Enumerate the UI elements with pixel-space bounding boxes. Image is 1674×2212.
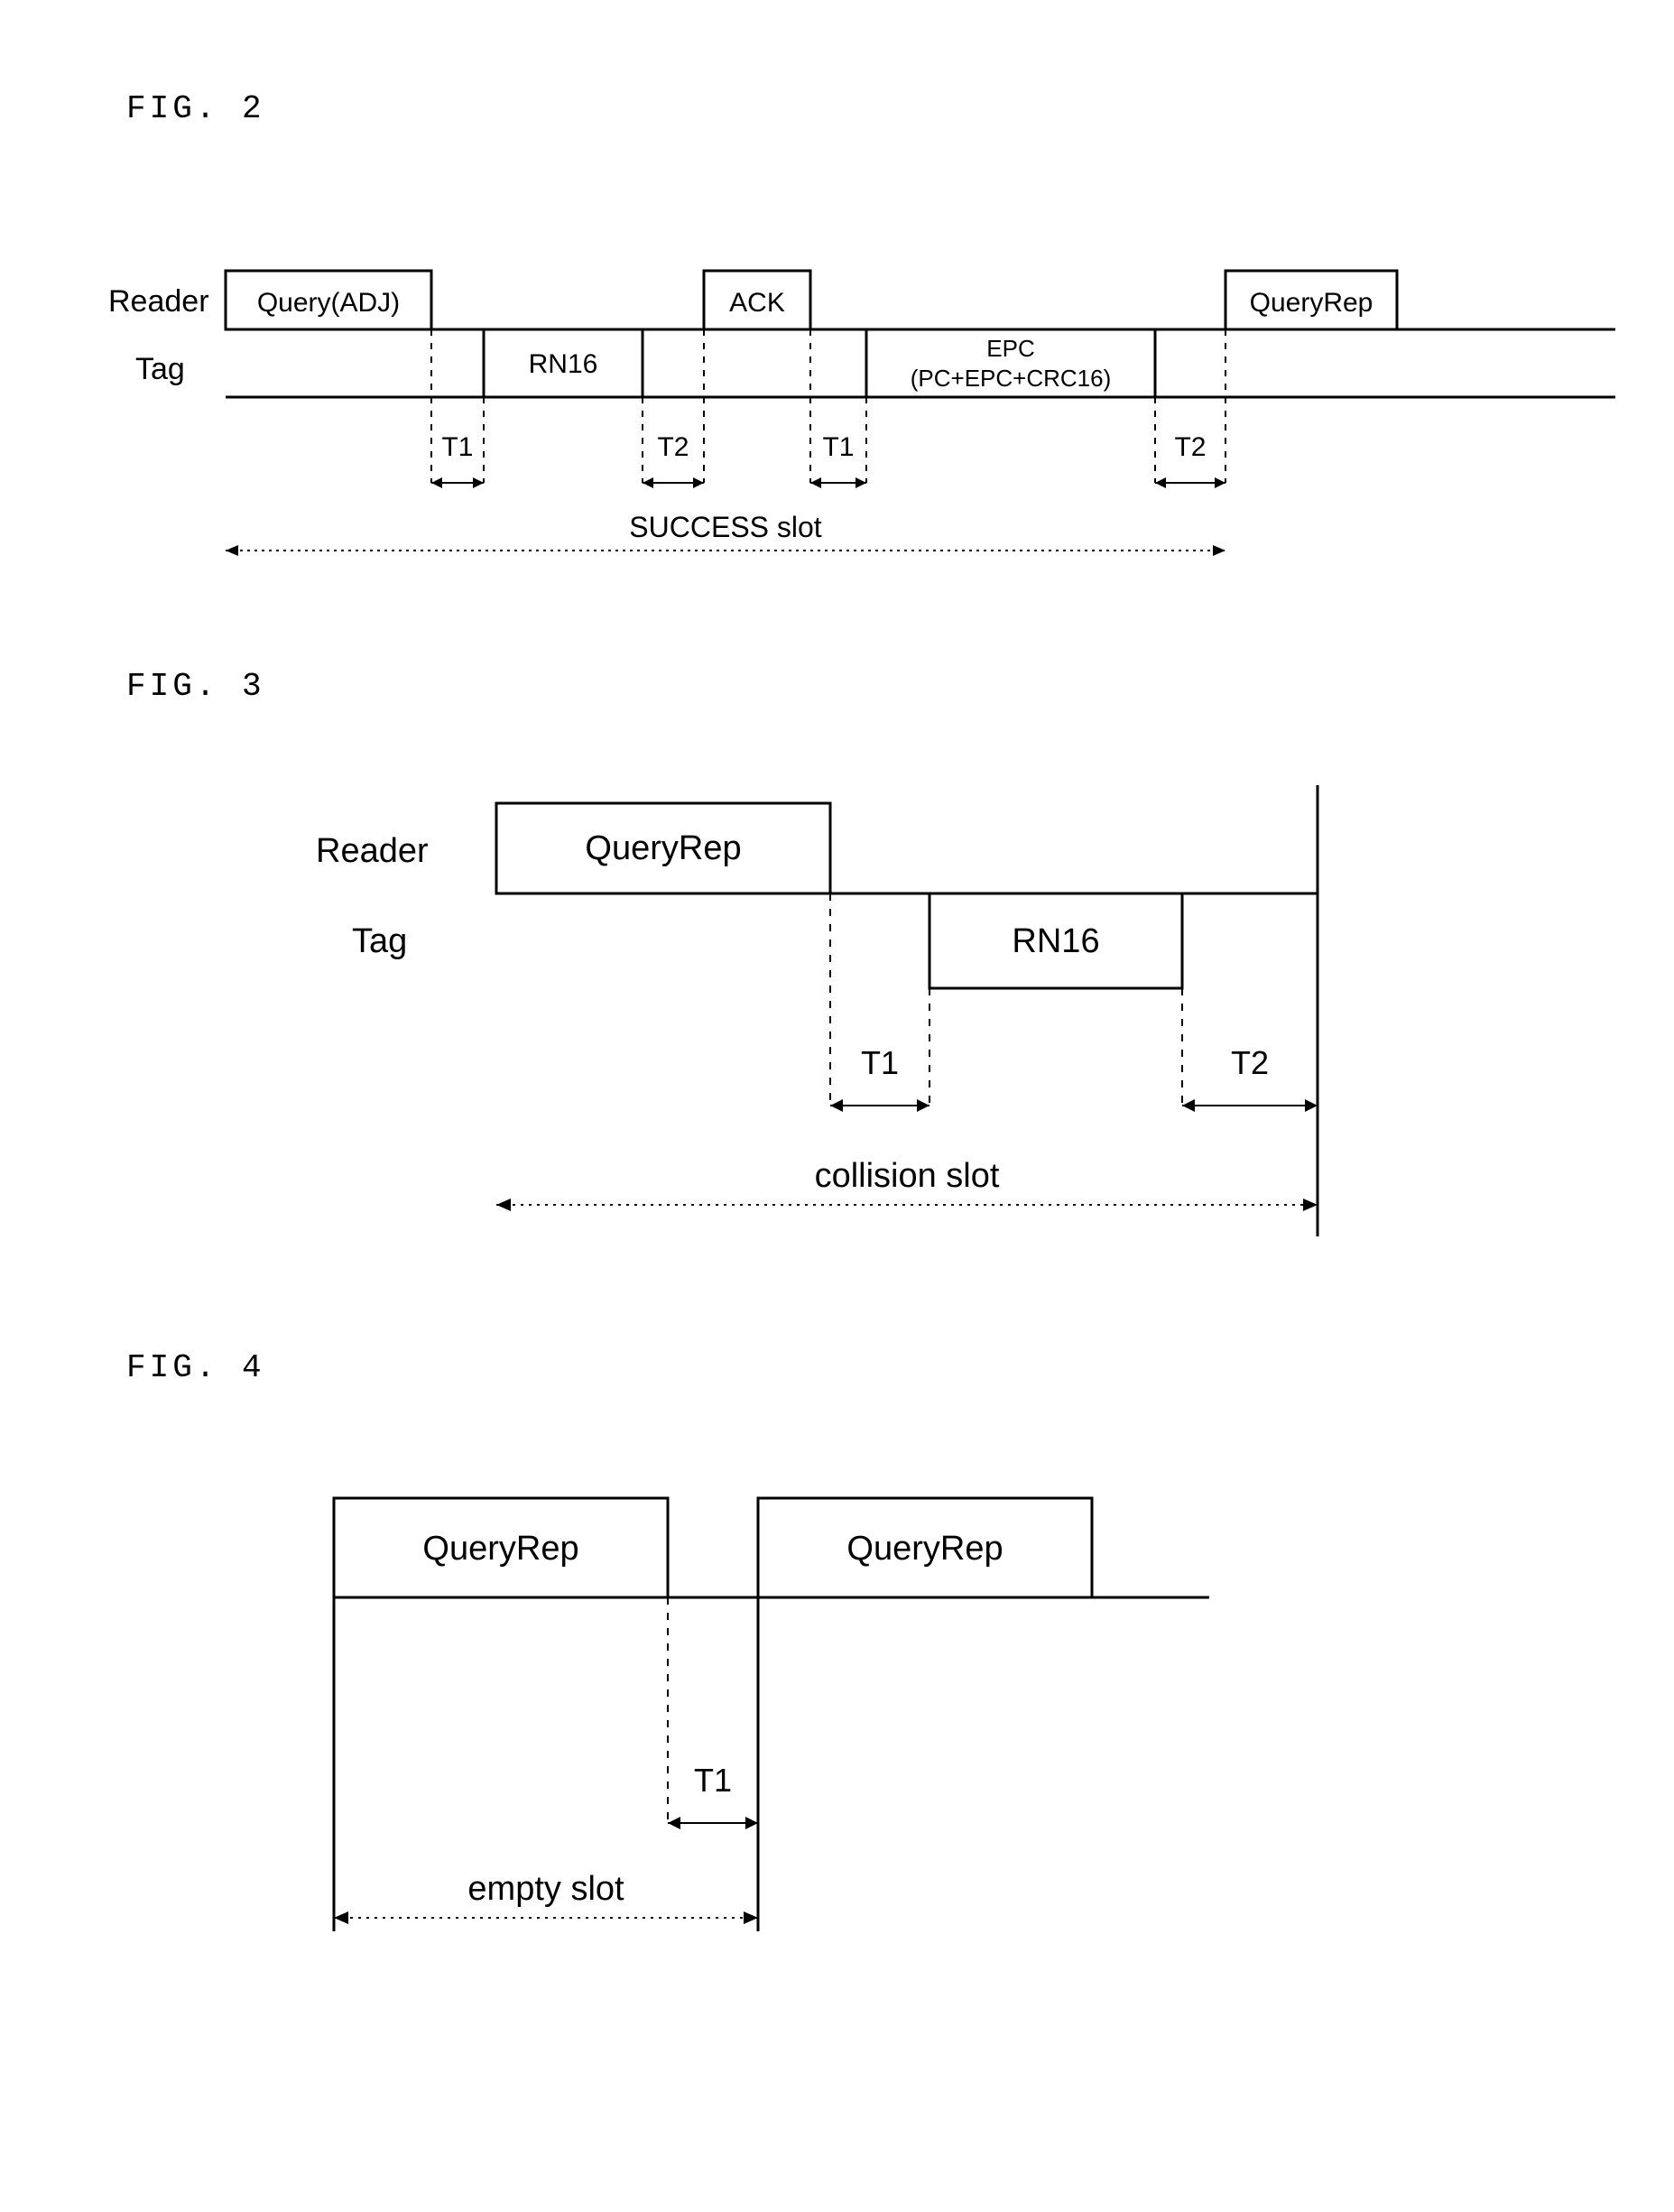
fig3-tag-label: Tag (352, 922, 407, 960)
fig4-queryrep1-text: QueryRep (422, 1530, 578, 1568)
fig3-t1: T1 (861, 1044, 899, 1081)
fig2-t1-1: T1 (441, 432, 473, 462)
fig2-ack-text: ACK (729, 288, 785, 318)
fig2-t2-2: T2 (1174, 432, 1206, 462)
fig3-rn16-text: RN16 (1012, 922, 1099, 960)
fig2-query-text: Query(ADJ) (257, 288, 400, 318)
fig3-reader-label: Reader (316, 832, 429, 870)
fig2-epc-text1: EPC (986, 335, 1034, 362)
fig2-reader-label: Reader (108, 284, 209, 319)
fig4-queryrep2-text: QueryRep (846, 1530, 1003, 1568)
fig4-title: FIG. 4 (126, 1349, 265, 1386)
fig3-slot-label: collision slot (815, 1157, 1000, 1195)
fig2-queryrep-text: QueryRep (1250, 288, 1373, 318)
fig2-t1-2: T1 (822, 432, 854, 462)
fig4-diagram: QueryRep QueryRep T1 empty slot (289, 1480, 1281, 1958)
fig3-title: FIG. 3 (126, 668, 265, 705)
fig3-diagram: Reader Tag QueryRep RN16 T1 T2 collision… (262, 785, 1390, 1263)
fig2-tag-label: Tag (135, 352, 185, 386)
fig3-queryrep-text: QueryRep (585, 829, 741, 867)
fig4-t1: T1 (694, 1762, 732, 1799)
fig2-diagram: Reader Tag Query(ADJ) RN16 ACK EPC (PC+E… (90, 262, 1624, 605)
fig3-t2: T2 (1231, 1044, 1269, 1081)
fig4-slot-label: empty slot (467, 1870, 624, 1908)
fig2-rn16-text: RN16 (529, 349, 598, 379)
fig2-epc-text2: (PC+EPC+CRC16) (911, 365, 1112, 392)
fig2-slot-label: SUCCESS slot (629, 511, 822, 543)
fig2-t2-1: T2 (657, 432, 689, 462)
fig2-title: FIG. 2 (126, 90, 265, 127)
